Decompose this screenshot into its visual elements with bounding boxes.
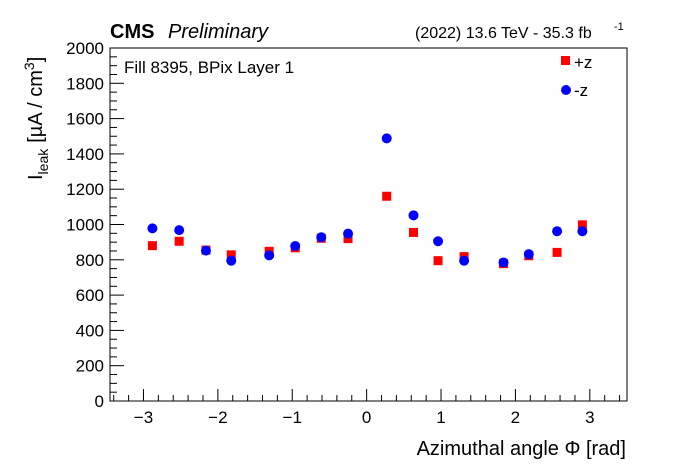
point-minus-z: [577, 226, 588, 237]
x-tick-label: 0: [362, 408, 371, 427]
y-tick-label: 1800: [66, 74, 104, 93]
y-tick-label: 1200: [66, 180, 104, 199]
point-minus-z: [200, 245, 211, 256]
y-label-unit: [µA / cm: [25, 70, 47, 143]
fill-annotation: Fill 8395, BPix Layer 1: [124, 58, 294, 77]
x-tick-label: −1: [283, 408, 302, 427]
y-label-unit-close: ]: [25, 57, 47, 63]
x-tick-label: 1: [436, 408, 445, 427]
legend-marker-minus-z: [561, 85, 571, 95]
plot-frame: [109, 47, 628, 402]
point-minus-z: [343, 228, 354, 239]
y-tick-label: 2000: [66, 39, 104, 58]
point-plus-z: [147, 241, 157, 251]
point-minus-z: [523, 249, 534, 260]
point-minus-z: [290, 241, 301, 252]
point-minus-z: [408, 210, 419, 221]
point-minus-z: [147, 223, 158, 234]
y-label-main: I: [25, 174, 47, 180]
x-axis-label: Azimuthal angle Φ [rad]: [417, 438, 626, 460]
y-axis-label-text: Ileak [µA / cm3]: [21, 57, 51, 180]
x-tick-label: −3: [134, 408, 153, 427]
data-points: [147, 133, 588, 269]
x-tick-label: −2: [208, 408, 227, 427]
point-minus-z: [552, 226, 563, 237]
y-tick-label: 1000: [66, 216, 104, 235]
lumi-exponent: -1: [614, 21, 624, 33]
y-axis-label: Ileak [µA / cm3]: [21, 57, 51, 180]
status-label: Preliminary: [168, 21, 269, 43]
x-axis: −3 −2 −1 0 1 2 3: [113, 389, 621, 427]
y-tick-label: 1600: [66, 110, 104, 129]
point-plus-z: [226, 250, 236, 260]
y-axis: 0 200 400 600 800 1000 1200 1400 1600 1800 2000: [66, 39, 124, 411]
y-tick-label: 200: [76, 357, 104, 376]
legend: +z -z: [561, 53, 592, 100]
x-tick-label: 3: [585, 408, 594, 427]
y-label-unit-sup: 3: [21, 62, 37, 70]
point-minus-z: [433, 236, 444, 247]
y-label-sub: leak: [35, 148, 51, 175]
point-plus-z: [382, 191, 392, 201]
y-tick-label: 800: [76, 251, 104, 270]
point-plus-z: [174, 236, 184, 246]
y-tick-label: 1400: [66, 145, 104, 164]
legend-label-minus-z: -z: [574, 81, 588, 100]
legend-marker-plus-z: [561, 56, 570, 65]
point-minus-z: [498, 257, 509, 268]
y-tick-label: 400: [76, 321, 104, 340]
legend-label-plus-z: +z: [574, 53, 592, 72]
y-tick-label: 0: [95, 392, 104, 411]
point-minus-z: [381, 133, 392, 144]
point-plus-z: [409, 227, 419, 237]
x-tick-label: 2: [511, 408, 520, 427]
point-minus-z: [316, 232, 327, 243]
y-tick-label: 600: [76, 286, 104, 305]
point-plus-z: [433, 256, 443, 266]
lumi-label: (2022) 13.6 TeV - 35.3 fb: [415, 25, 592, 42]
point-plus-z: [577, 220, 587, 230]
point-minus-z: [174, 225, 185, 236]
experiment-label: CMS: [110, 21, 154, 43]
point-minus-z: [459, 255, 470, 266]
point-minus-z: [226, 255, 237, 266]
point-minus-z: [264, 250, 275, 261]
point-plus-z: [552, 247, 562, 257]
